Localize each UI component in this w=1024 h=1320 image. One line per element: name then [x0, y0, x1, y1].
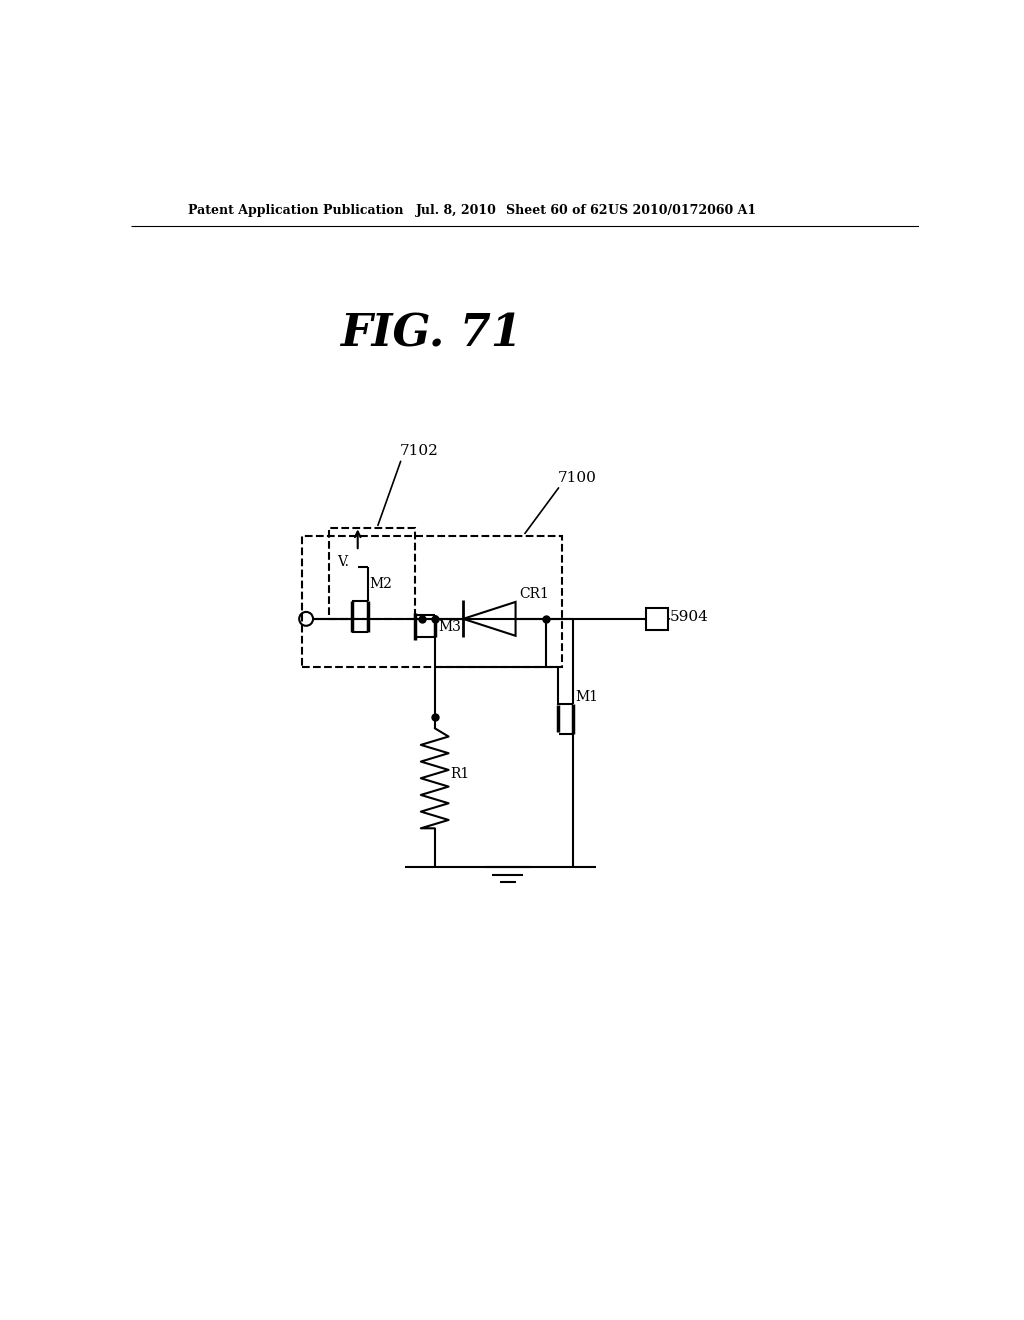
Text: Patent Application Publication: Patent Application Publication — [188, 205, 403, 218]
Text: FIG. 71: FIG. 71 — [340, 313, 522, 355]
Bar — [301, 536, 562, 667]
Bar — [646, 609, 668, 630]
Text: 7102: 7102 — [400, 444, 439, 458]
Text: 7100: 7100 — [558, 471, 597, 484]
Text: M1: M1 — [575, 690, 599, 705]
Text: V.: V. — [337, 554, 349, 569]
Text: M3: M3 — [438, 619, 462, 634]
Text: Jul. 8, 2010: Jul. 8, 2010 — [416, 205, 497, 218]
Text: 5904: 5904 — [670, 610, 709, 624]
Text: Sheet 60 of 62: Sheet 60 of 62 — [506, 205, 608, 218]
Text: R1: R1 — [451, 767, 469, 781]
Text: M2: M2 — [370, 577, 392, 591]
Text: US 2010/0172060 A1: US 2010/0172060 A1 — [608, 205, 756, 218]
Text: CR1: CR1 — [519, 587, 549, 601]
